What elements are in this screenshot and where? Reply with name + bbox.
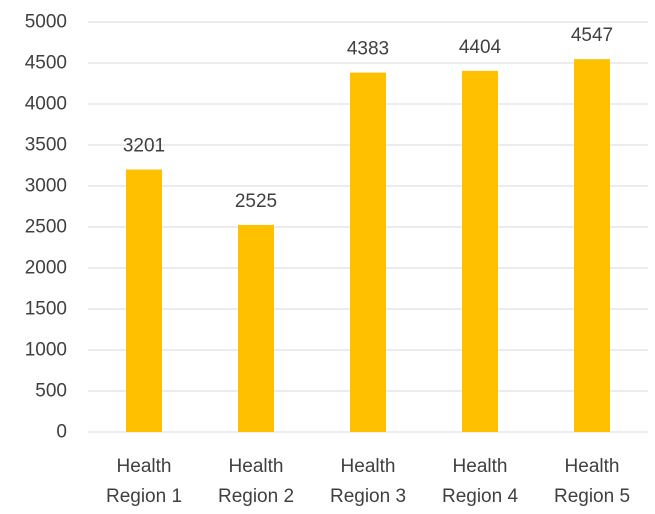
x-tick-label: Region 4: [442, 486, 518, 507]
data-label: 2525: [235, 191, 277, 212]
x-tick-label: Health: [341, 456, 396, 477]
bar: [462, 70, 498, 432]
bars: [126, 59, 610, 433]
y-tick-label: 2000: [25, 258, 67, 279]
bar: [126, 169, 162, 432]
x-tick-label: Region 2: [218, 486, 294, 507]
bar: [574, 59, 610, 433]
x-tick-label: Health: [453, 456, 508, 477]
y-tick-label: 4500: [25, 53, 67, 74]
data-label: 4383: [347, 39, 389, 60]
bar: [350, 72, 386, 433]
y-tick-label: 3000: [25, 176, 67, 197]
x-tick-label: Region 3: [330, 486, 406, 507]
y-axis-tick-labels: 0 500 1000 1500 2000 2500 3000 3500 4000 4500 5000: [25, 12, 67, 443]
x-tick-label: Health: [117, 456, 172, 477]
bar: [238, 224, 274, 432]
data-label: 3201: [123, 136, 165, 157]
x-tick-label: Health: [565, 456, 620, 477]
y-tick-label: 4000: [25, 94, 67, 115]
data-label: 4404: [459, 37, 502, 58]
x-axis-category-labels: Health Region 1 Health Region 2 Health Region…: [106, 456, 630, 507]
y-tick-label: 500: [35, 381, 67, 402]
y-tick-label: 5000: [25, 12, 67, 33]
x-tick-label: Health: [229, 456, 284, 477]
data-labels: 3201 2525 4383 4404 4547: [123, 25, 613, 212]
y-tick-label: 3500: [25, 135, 67, 156]
x-tick-label: Region 5: [554, 486, 630, 507]
y-tick-label: 1500: [25, 299, 67, 320]
y-tick-label: 0: [56, 422, 67, 443]
x-tick-label: Region 1: [106, 486, 182, 507]
data-label: 4547: [571, 25, 613, 46]
y-tick-label: 1000: [25, 340, 67, 361]
y-tick-label: 2500: [25, 217, 67, 238]
